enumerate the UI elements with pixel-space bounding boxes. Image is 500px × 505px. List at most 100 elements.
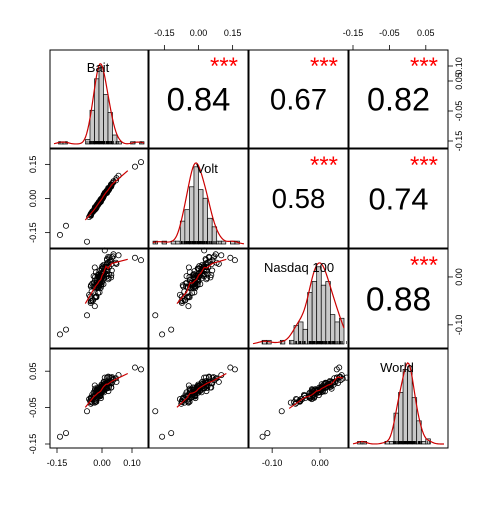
scatter-point	[231, 257, 238, 264]
significance-stars: ***	[310, 53, 338, 80]
histogram-bar	[407, 366, 413, 445]
histogram-bar	[330, 314, 336, 345]
scatter-point	[194, 281, 201, 288]
scatter-point	[108, 274, 115, 281]
correlation-value: 0.74	[369, 181, 429, 216]
histogram-bar	[298, 321, 304, 345]
correlation-value: 0.88	[366, 281, 431, 318]
axis-tick-label: 0.15	[224, 28, 242, 38]
histogram-bar	[112, 134, 118, 145]
scatter-point	[339, 375, 346, 382]
scatter-point	[178, 293, 185, 300]
scatter-point	[212, 251, 219, 258]
scatter-point	[87, 299, 94, 306]
scatter-point	[101, 247, 108, 254]
scatter-point	[110, 251, 117, 258]
scatter-point	[207, 384, 214, 391]
scatter-point	[93, 294, 100, 301]
scatter-point	[203, 388, 210, 395]
axis-tick-label: -0.15	[28, 222, 38, 243]
scatter-point	[131, 163, 138, 170]
axis-tick-label: 0.00	[93, 458, 111, 468]
scatter-point	[209, 267, 216, 274]
scatter-point	[185, 264, 192, 271]
correlation-value: 0.82	[367, 81, 430, 117]
histogram-bar	[307, 292, 313, 345]
scatter-point	[137, 257, 144, 264]
significance-stars: ***	[410, 152, 438, 179]
histogram-bar	[220, 240, 227, 245]
axis-tick-label: 0.00	[454, 268, 464, 286]
histogram-bar	[334, 321, 340, 345]
scatter-point	[84, 312, 91, 319]
scatter-point	[189, 283, 196, 290]
scatter-point	[296, 398, 303, 405]
significance-stars: ***	[410, 252, 438, 279]
scatter-point	[168, 430, 175, 437]
smooth-line	[84, 258, 128, 304]
axis-tick-label: 0.05	[417, 28, 435, 38]
scatter-point	[178, 399, 185, 406]
variable-label: Volt	[196, 161, 218, 176]
significance-stars: ***	[210, 53, 238, 80]
histogram-bar	[316, 266, 322, 345]
scatter-point	[343, 374, 350, 381]
panel-frame	[148, 148, 249, 249]
scatter-point	[178, 299, 185, 306]
axis-tick-label: -0.15	[454, 131, 464, 152]
scatter-point	[137, 366, 144, 373]
histogram-bar	[320, 284, 327, 345]
axis-tick-label: 0.05	[28, 362, 38, 380]
scatter-point	[98, 196, 105, 203]
axis-tick-label: -0.05	[28, 397, 38, 418]
histogram-bar	[402, 369, 408, 445]
histogram-bar	[398, 392, 404, 445]
scatter-point	[159, 433, 166, 440]
scatter-point	[94, 384, 101, 391]
scatter-point	[90, 207, 97, 214]
scatter-point	[101, 189, 108, 196]
histogram-bar	[325, 281, 331, 345]
scatter-point	[93, 204, 100, 211]
scatter-point	[200, 382, 207, 389]
scatter-point	[91, 264, 98, 271]
variable-label: World	[380, 360, 414, 375]
scatter-point	[97, 197, 104, 204]
histogram-bar	[311, 281, 318, 345]
smooth-line	[84, 372, 129, 408]
scatter-point	[63, 430, 70, 437]
histogram-bar	[198, 189, 204, 245]
axis-tick-label: -0.15	[28, 434, 38, 455]
panel-frame	[148, 248, 249, 349]
density-curve	[252, 262, 345, 345]
histogram-bar	[207, 217, 213, 245]
scatter-point	[63, 222, 70, 229]
scatter-point	[87, 212, 94, 219]
panel-frame	[348, 148, 449, 249]
panel-frame	[148, 348, 249, 449]
density-curve	[152, 162, 245, 245]
scatter-point	[176, 291, 183, 298]
variable-label: Nasdaq 100	[264, 260, 334, 275]
scatter-point	[278, 408, 285, 415]
axis-tick-label: -0.10	[262, 458, 283, 468]
scatter-point	[108, 272, 115, 279]
scatter-point	[293, 399, 300, 406]
axis-tick-label: -0.15	[154, 28, 175, 38]
scatter-point	[90, 393, 97, 400]
axis-tick-label: 0.10	[123, 458, 141, 468]
smooth-line	[288, 376, 343, 409]
scatter-point	[91, 303, 98, 310]
axis-tick-label: -0.10	[454, 315, 464, 336]
axis-tick-label: -0.15	[47, 458, 68, 468]
panel-frame	[248, 248, 349, 349]
histogram-bar	[179, 220, 186, 245]
scatter-point	[207, 274, 214, 281]
smooth-line	[176, 372, 227, 408]
histogram-bar	[116, 141, 122, 145]
scatter-point	[186, 294, 193, 301]
scatter-point	[104, 255, 111, 262]
histogram-bar	[94, 78, 100, 145]
